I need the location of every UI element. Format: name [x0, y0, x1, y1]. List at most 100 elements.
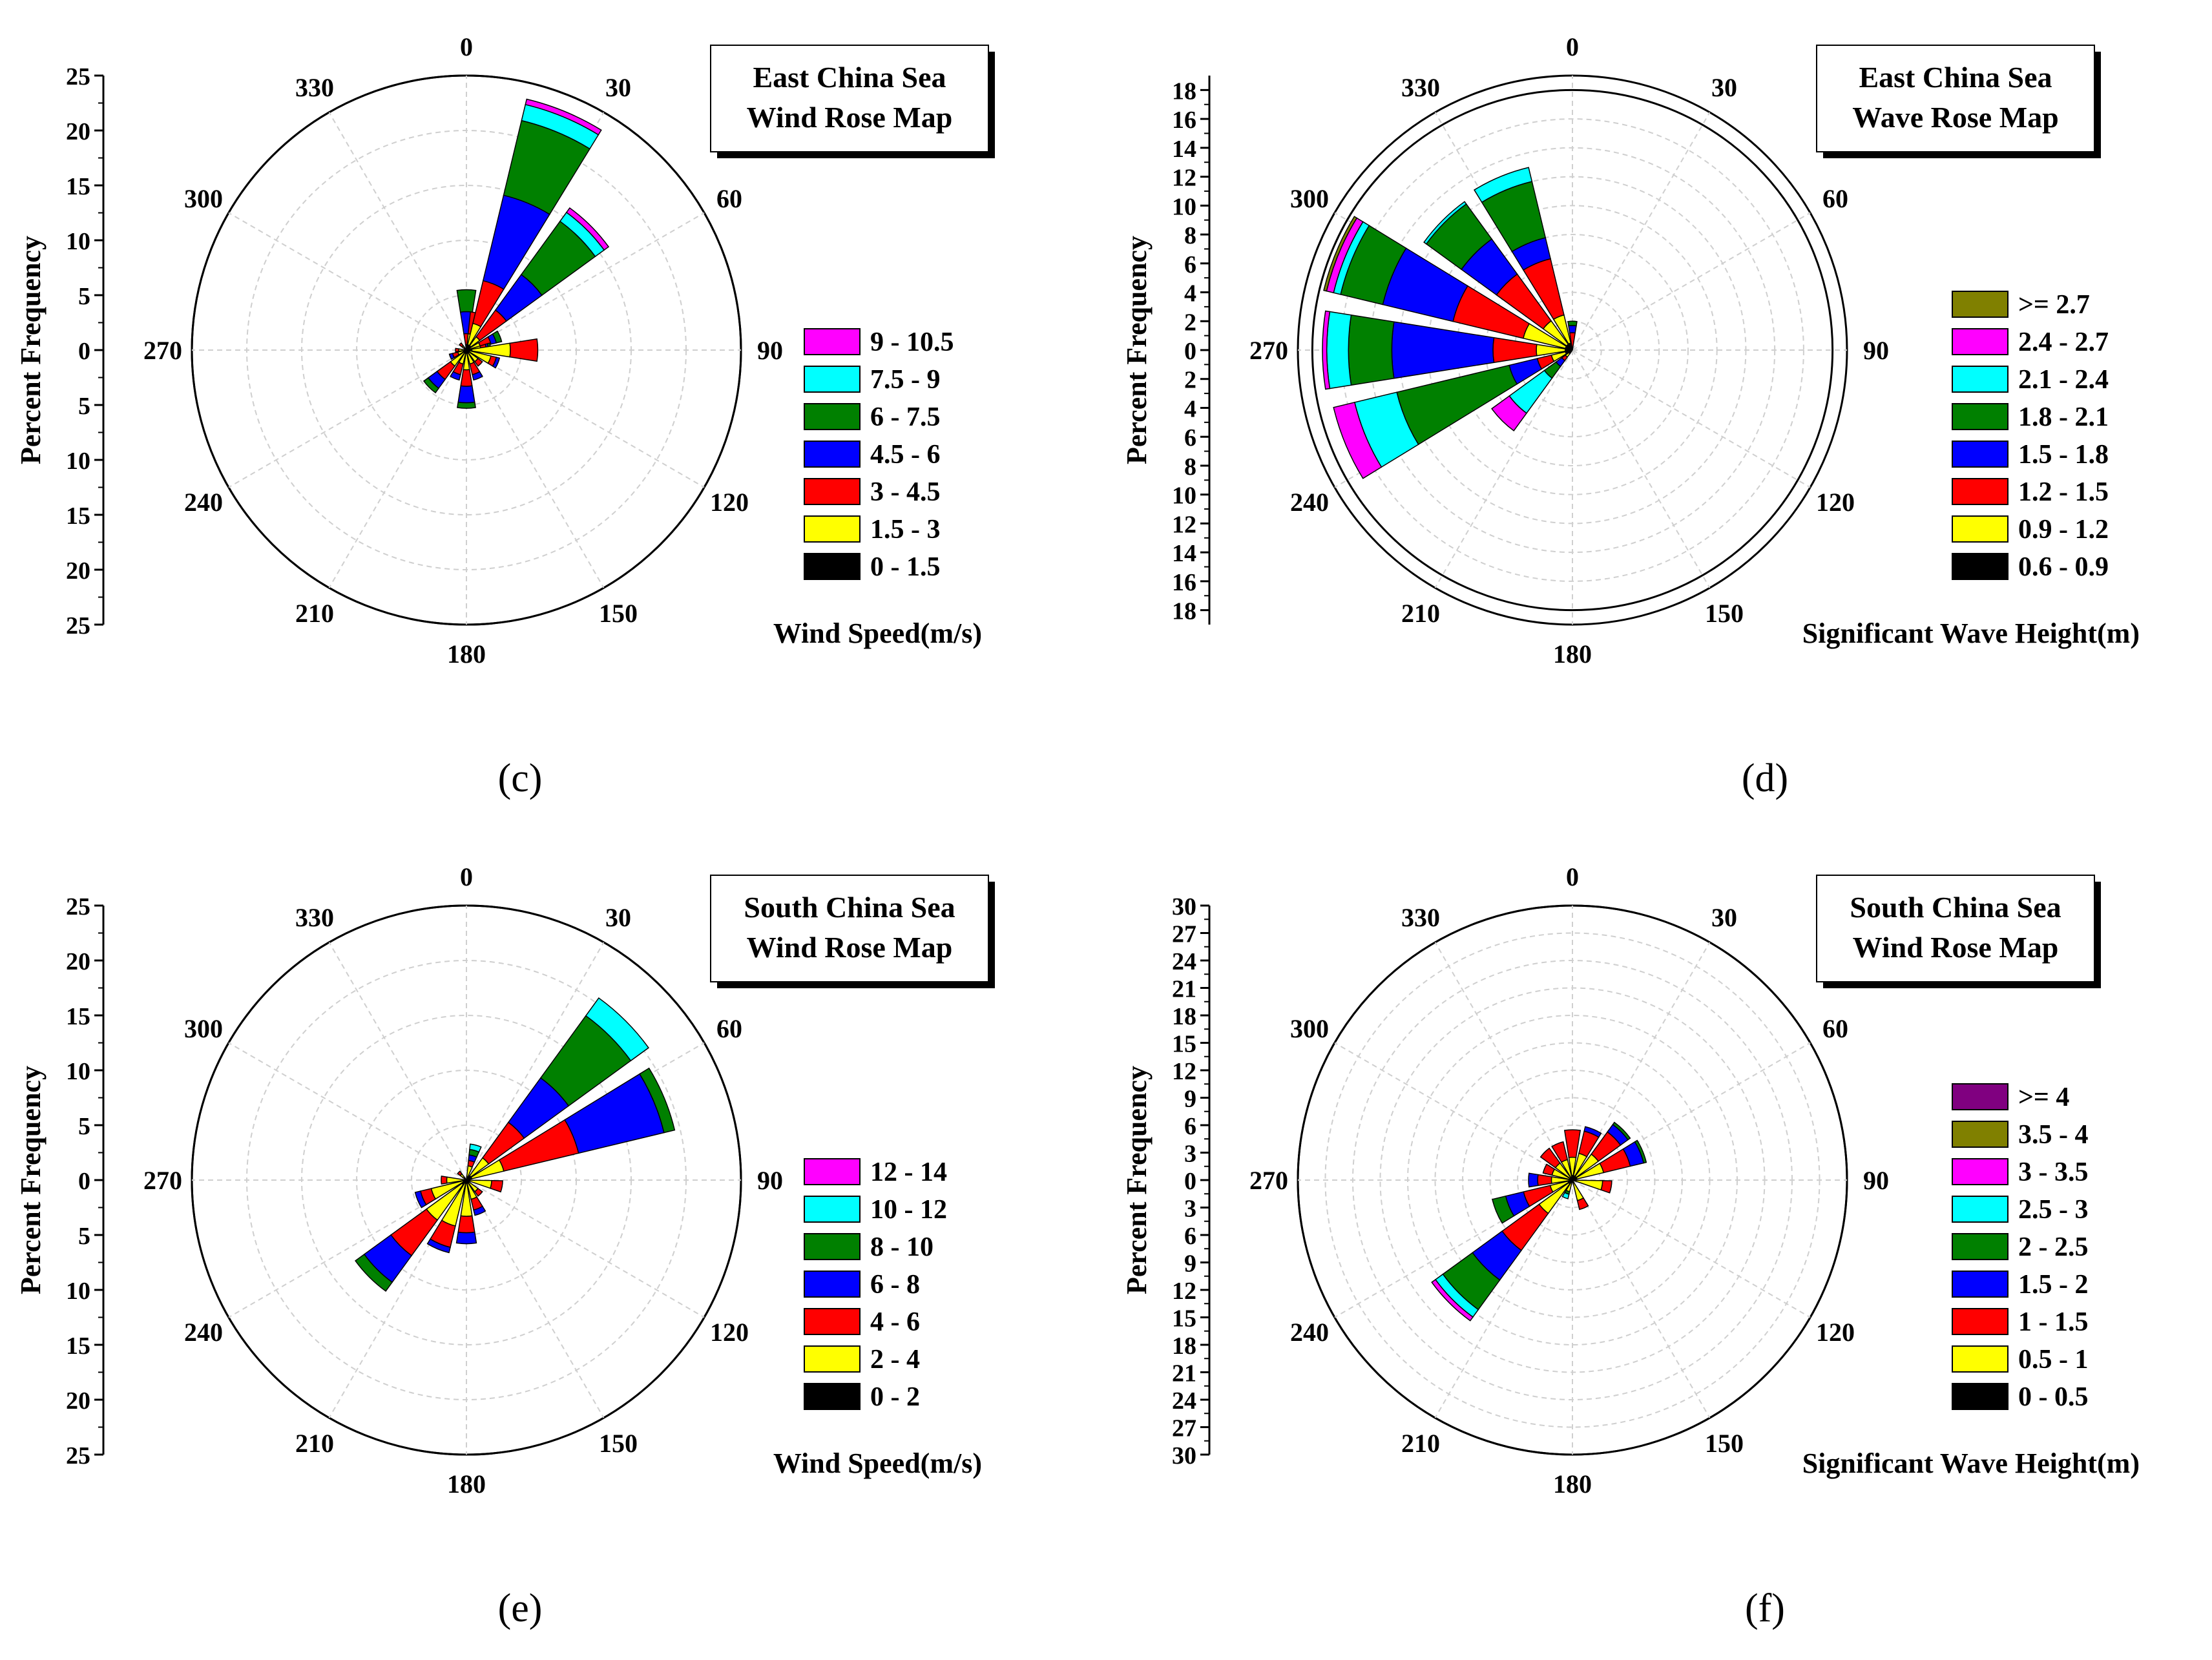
angle-label-30: 30	[1711, 73, 1737, 102]
y-tick-label-12: 12	[1172, 165, 1196, 192]
legend-title: Significant Wave Height(m)	[1802, 617, 2140, 649]
legend-swatch-12-14	[804, 1158, 861, 1185]
chart-title-line-1: East China Sea	[1859, 61, 2052, 94]
legend-label: 1.5 - 2	[2018, 1270, 2089, 1300]
y-tick-label-0: 0	[78, 1168, 90, 1195]
wedge-22.5-1.5-2	[1583, 1126, 1602, 1138]
wedge-0-1-1.5	[1563, 1129, 1581, 1158]
angle-label-90: 90	[757, 336, 783, 365]
y-tick-label-6: 6	[1184, 424, 1196, 451]
y-tick-label-4: 4	[1184, 280, 1196, 307]
grid-radial	[328, 942, 467, 1181]
grid-radial	[1572, 112, 1711, 351]
angle-label-240: 240	[1290, 1318, 1329, 1347]
y-tick-label-5: 5	[78, 1223, 90, 1250]
y-tick-label-10: 10	[1172, 482, 1196, 510]
angle-label-60: 60	[1822, 184, 1848, 213]
y-tick-label-15: 15	[66, 1003, 90, 1030]
grid-radial	[466, 1179, 705, 1318]
y-tick-label-25: 25	[66, 1442, 90, 1469]
legend-swatch-1-1.5	[1952, 1308, 2009, 1335]
wedge-100-1-1.5	[1600, 1180, 1612, 1194]
chart-title-line-2: Wind Rose Map	[747, 931, 953, 964]
angle-label-330: 330	[295, 73, 334, 102]
wedge-0-1.5-1.8	[1568, 325, 1577, 334]
legend-swatch-1.5-3	[804, 515, 861, 543]
title-box	[1816, 875, 2095, 982]
legend-swatch-2-4	[804, 1345, 861, 1373]
y-tick-label-16: 16	[1172, 107, 1196, 134]
legend-swatch-2.4-2.7	[1952, 328, 2009, 355]
wedge-270-1-1.5	[1537, 1174, 1552, 1187]
y-tick-label-15: 15	[66, 503, 90, 530]
y-tick-label-10: 10	[66, 448, 90, 475]
y-tick-label-3: 3	[1184, 1196, 1196, 1223]
wedge-157.5-6-8	[473, 1205, 486, 1216]
wedge-180-4-6	[457, 1215, 475, 1234]
angle-label-0: 0	[1566, 32, 1579, 61]
grid-radial	[1434, 349, 1573, 588]
legend-swatch-3.5-4	[1952, 1121, 2009, 1148]
y-tick-label-20: 20	[66, 557, 90, 585]
panel-f: 0 30 60 90 120 150 180 210 240 270 300 330 0 3 3 6 6 9 9 12…	[1106, 830, 2212, 1660]
legend-swatch-0.5-1	[1952, 1345, 2009, 1373]
wedge-135-4-6	[474, 1187, 483, 1197]
legend-label: 2.1 - 2.4	[2018, 365, 2109, 395]
angle-label-270: 270	[143, 1166, 182, 1195]
angle-label-120: 120	[1816, 1318, 1855, 1347]
angle-label-270: 270	[1249, 336, 1288, 365]
chart-title-line-1: East China Sea	[753, 61, 946, 94]
y-tick-label-10: 10	[66, 228, 90, 255]
legend-label: 1.2 - 1.5	[2018, 477, 2109, 507]
legend-label: 3 - 3.5	[2018, 1157, 2089, 1187]
y-tick-label-0: 0	[1184, 338, 1196, 365]
wedge-157.5-4.5-6	[472, 371, 483, 381]
angle-label-120: 120	[1816, 488, 1855, 517]
wedge-22.5-9-10.5	[525, 98, 602, 136]
angle-label-330: 330	[1401, 73, 1440, 102]
wedge-202.5-6-8	[426, 1238, 451, 1254]
y-tick-label-25: 25	[66, 612, 90, 639]
grid-radial	[228, 1042, 467, 1181]
legend-label: 1.5 - 3	[870, 515, 941, 545]
angle-label-0: 0	[460, 862, 473, 891]
angle-label-180: 180	[1553, 639, 1592, 669]
angle-label-30: 30	[605, 73, 631, 102]
legend-label: 8 - 10	[870, 1232, 934, 1262]
y-tick-label-21: 21	[1172, 1360, 1196, 1387]
wedge-202.5-4.5-6	[450, 371, 461, 381]
y-tick-label-4: 4	[1184, 395, 1196, 422]
y-tick-label-25: 25	[66, 63, 90, 90]
legend-label: 4 - 6	[870, 1307, 920, 1337]
angle-label-210: 210	[295, 599, 334, 628]
angle-label-240: 240	[184, 1318, 223, 1347]
angle-label-60: 60	[1822, 1014, 1848, 1043]
legend-label: >= 2.7	[2018, 290, 2090, 320]
wind-rose-chart-e: 0 30 60 90 120 150 180 210 240 270 300 330 0 5 5 10 10 15…	[15, 862, 995, 1499]
angle-label-0: 0	[460, 32, 473, 61]
y-tick-label-2: 2	[1184, 309, 1196, 336]
grid-radial	[228, 212, 467, 351]
angle-label-180: 180	[447, 1469, 486, 1499]
wedge-112.5-4.5-6	[492, 357, 501, 369]
wedge-315-1-1.5	[1539, 1147, 1561, 1168]
chart-title-line-1: South China Sea	[1850, 891, 2061, 924]
wedge-180-6-7.5	[457, 401, 476, 409]
angle-label-150: 150	[599, 599, 638, 628]
grid-radial	[1434, 942, 1573, 1181]
grid-radial	[328, 349, 467, 588]
title-box	[1816, 45, 2095, 152]
legend-label: 0.9 - 1.2	[2018, 515, 2109, 545]
grid-radial	[1572, 1179, 1811, 1318]
y-tick-label-16: 16	[1172, 569, 1196, 596]
y-tick-label-8: 8	[1184, 453, 1196, 481]
angle-label-60: 60	[716, 184, 742, 213]
grid-circle	[1311, 88, 1834, 612]
legend-label: 0.5 - 1	[2018, 1345, 2089, 1375]
wedge-270-1.5-1.8	[1391, 321, 1495, 379]
wedge-337.5-1-1.5	[1551, 1141, 1569, 1163]
y-tick-label-6: 6	[1184, 1223, 1196, 1250]
legend-swatch-6-8	[804, 1271, 861, 1298]
wedge-337.5-2.1-2.4	[1474, 167, 1533, 203]
y-tick-label-20: 20	[66, 118, 90, 145]
